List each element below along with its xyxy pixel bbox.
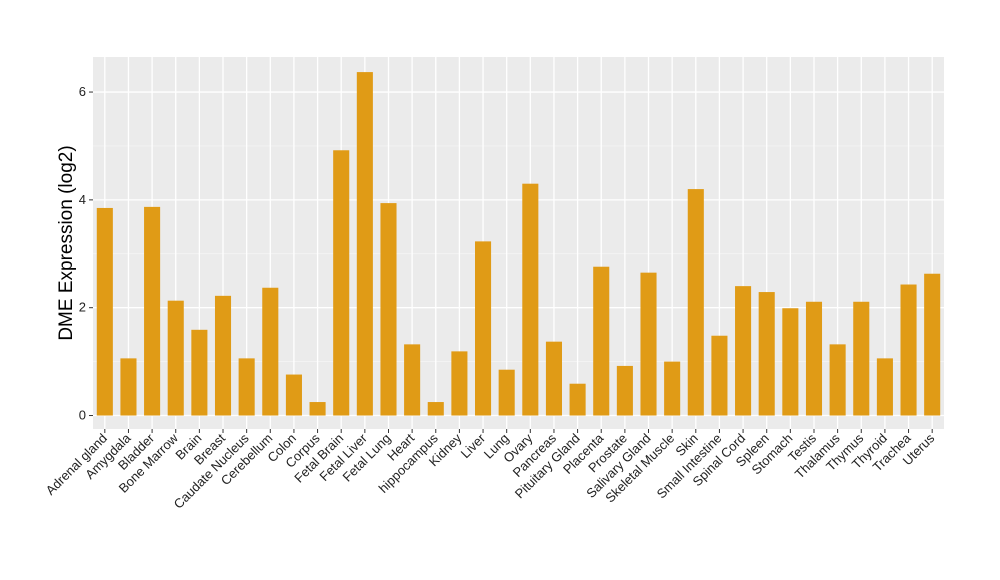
y-tick-label: 4 xyxy=(79,192,86,207)
bar xyxy=(664,361,681,416)
y-tick-label: 2 xyxy=(79,300,86,315)
bar xyxy=(238,358,255,416)
bar xyxy=(616,365,633,416)
bar xyxy=(593,266,610,416)
bar xyxy=(404,344,421,416)
bar xyxy=(285,374,302,416)
y-tick-label: 0 xyxy=(79,408,86,423)
bar xyxy=(687,189,704,416)
bar xyxy=(758,292,775,416)
bar xyxy=(711,335,728,416)
bar xyxy=(333,150,350,416)
bar xyxy=(427,402,444,416)
bar xyxy=(924,273,941,416)
bar xyxy=(167,300,184,416)
y-axis-title: DME Expression (log2) xyxy=(56,145,77,340)
bar xyxy=(262,287,279,416)
bar xyxy=(120,358,137,416)
bar xyxy=(640,272,657,416)
x-tick-label: Liver xyxy=(458,430,489,461)
bar xyxy=(356,72,373,416)
bar xyxy=(876,358,893,416)
bar xyxy=(498,369,515,416)
bar xyxy=(569,383,586,416)
bar xyxy=(144,206,161,416)
bar xyxy=(805,301,823,416)
bar xyxy=(782,308,799,416)
bar xyxy=(545,341,562,416)
bar xyxy=(829,344,846,416)
bar xyxy=(96,207,113,416)
plot-panel xyxy=(93,57,944,429)
bar xyxy=(900,284,917,416)
bar xyxy=(191,329,208,416)
y-tick-label: 6 xyxy=(79,84,86,99)
y-axis: 0 2 4 6 xyxy=(79,84,93,423)
bar xyxy=(735,286,752,416)
bar xyxy=(380,203,397,416)
bar xyxy=(475,241,492,416)
bar xyxy=(451,351,468,416)
bars xyxy=(96,72,941,416)
bar xyxy=(853,301,870,416)
bar xyxy=(214,295,232,416)
bar xyxy=(522,183,539,416)
bar xyxy=(309,402,326,416)
